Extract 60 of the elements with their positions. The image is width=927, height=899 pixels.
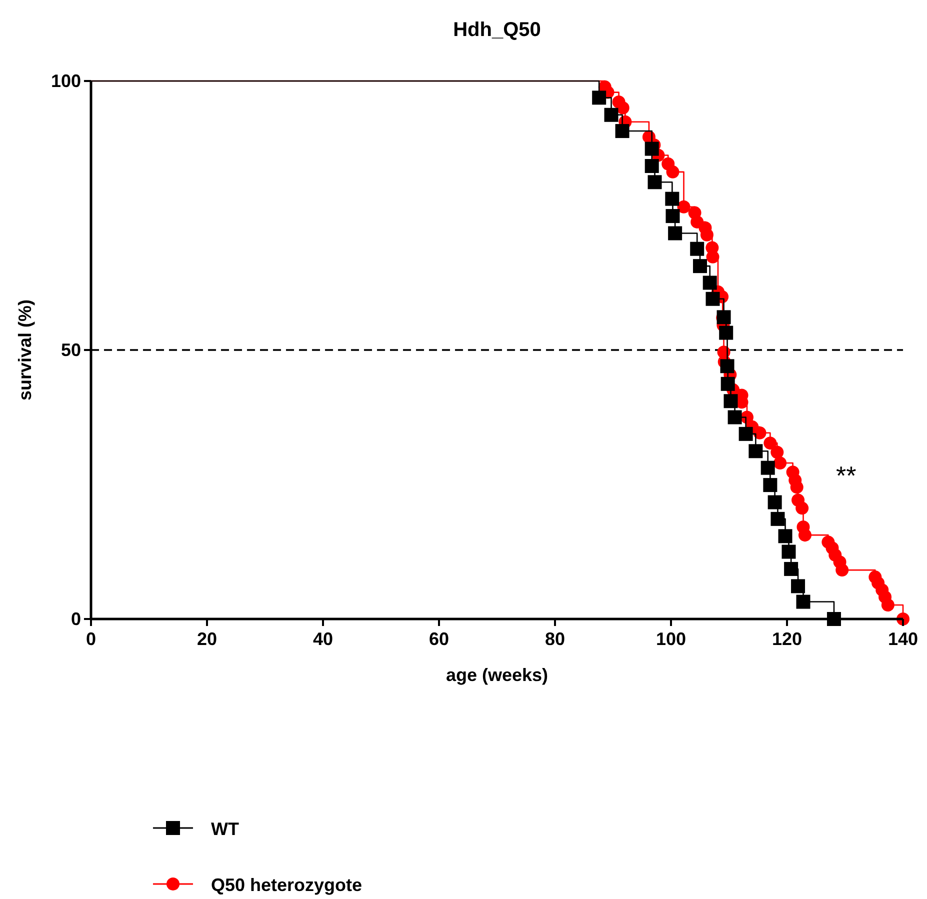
point (719, 326, 734, 340)
point (700, 228, 714, 242)
point (615, 124, 630, 138)
legend-label: Q50 heterozygote (211, 875, 362, 895)
x-axis-title: age (weeks) (446, 665, 548, 685)
point (782, 544, 796, 559)
legend-label: WT (211, 819, 239, 839)
y-axis-title: survival (%) (15, 299, 35, 401)
point (784, 562, 798, 576)
point (668, 226, 682, 240)
point (763, 478, 778, 492)
point (592, 90, 606, 105)
point (693, 259, 707, 274)
y-tick-label: 50 (60, 340, 81, 360)
y-tick-label: 0 (70, 609, 81, 629)
point (791, 579, 806, 594)
point (770, 446, 784, 459)
point (720, 359, 734, 374)
point (644, 159, 659, 174)
x-tick-label: 0 (86, 629, 96, 649)
x-tick-label: 20 (196, 629, 218, 649)
point (706, 250, 720, 264)
point (728, 410, 742, 424)
point (881, 598, 894, 612)
chart-title: Hdh_Q50 (453, 19, 541, 41)
point (644, 142, 659, 156)
point (764, 436, 777, 450)
x-tick-label: 60 (428, 629, 450, 649)
point (706, 292, 720, 306)
x-tick-label: 140 (888, 629, 918, 649)
point (738, 426, 753, 441)
point (666, 165, 680, 178)
point (790, 480, 804, 494)
point (836, 564, 849, 577)
point (702, 276, 717, 290)
point (690, 242, 704, 256)
point (768, 495, 782, 510)
point (616, 101, 630, 114)
point (778, 529, 792, 544)
point (604, 108, 618, 122)
point (666, 209, 680, 224)
point (720, 376, 735, 391)
x-tick-label: 40 (312, 629, 334, 649)
x-tick-label: 120 (772, 629, 802, 649)
x-tick-label: 100 (656, 629, 686, 649)
point (796, 502, 809, 515)
point (748, 444, 763, 458)
x-tick-label: 80 (544, 629, 566, 649)
point (753, 426, 766, 440)
point (796, 594, 810, 609)
point (648, 175, 662, 190)
y-tick-label: 100 (50, 71, 81, 91)
point (774, 456, 787, 470)
point (665, 192, 680, 206)
point (770, 512, 785, 526)
point (760, 460, 775, 475)
point (677, 200, 690, 214)
point (798, 528, 812, 542)
point (724, 394, 738, 408)
annotation: ** (836, 460, 856, 490)
